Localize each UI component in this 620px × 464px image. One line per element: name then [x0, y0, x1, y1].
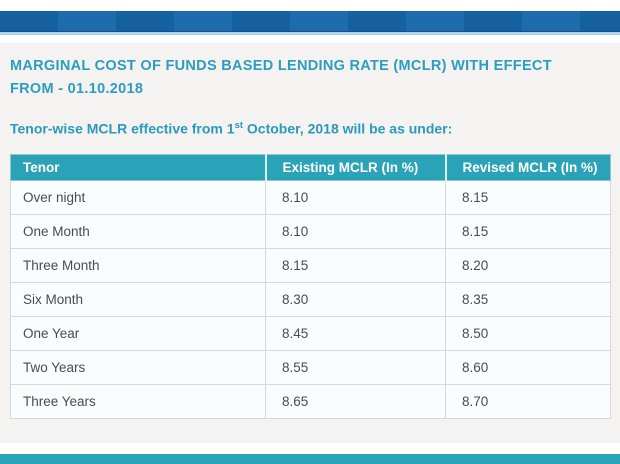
header-cell-existing-mclr: Existing MCLR (In %)	[264, 153, 446, 181]
existing-mclr-cell: 8.30	[265, 281, 446, 317]
table-row: One Month 8.10 8.15	[10, 213, 611, 249]
existing-mclr-cell: 8.15	[265, 247, 446, 283]
tenor-cell: Three Years	[10, 383, 266, 419]
tenor-cell: Two Years	[10, 349, 266, 385]
table-header-row: Tenor Existing MCLR (In %) Revised MCLR …	[10, 153, 611, 181]
revised-mclr-cell: 8.70	[445, 383, 611, 419]
tenor-cell: One Month	[10, 213, 266, 249]
below-content-gap	[0, 443, 620, 454]
subtitle-ordinal-superscript: st	[234, 120, 244, 131]
existing-mclr-cell: 8.55	[265, 349, 446, 385]
header-cell-tenor: Tenor	[10, 153, 266, 181]
table-row: Three Month 8.15 8.20	[10, 247, 611, 283]
navbar-gap	[0, 35, 620, 43]
page-title-line1: MARGINAL COST OF FUNDS BASED LENDING RAT…	[10, 58, 552, 74]
footer-bar	[0, 454, 620, 464]
effective-date-subtitle: Tenor-wise MCLR effective from 1st Octob…	[10, 116, 610, 139]
table-row: Three Years 8.65 8.70	[10, 383, 611, 419]
page-title: MARGINAL COST OF FUNDS BASED LENDING RAT…	[10, 55, 610, 101]
tenor-cell: One Year	[10, 315, 266, 351]
existing-mclr-cell: 8.10	[265, 179, 446, 215]
table-row: Over night 8.10 8.15	[10, 179, 611, 215]
revised-mclr-cell: 8.35	[445, 281, 611, 317]
tenor-cell: Over night	[10, 179, 266, 215]
subtitle-suffix: October, 2018 will be as under:	[243, 120, 453, 137]
top-margin	[0, 0, 620, 11]
revised-mclr-cell: 8.15	[445, 213, 611, 249]
tenor-cell: Three Month	[10, 247, 266, 283]
revised-mclr-cell: 8.50	[445, 315, 611, 351]
navbar-divider-line	[0, 32, 620, 35]
revised-mclr-cell: 8.15	[445, 179, 611, 215]
mclr-rates-table: Tenor Existing MCLR (In %) Revised MCLR …	[10, 153, 611, 419]
existing-mclr-cell: 8.45	[265, 315, 446, 351]
table-row: One Year 8.45 8.50	[10, 315, 611, 351]
page-title-line2: FROM - 01.10.2018	[10, 81, 144, 97]
table-row: Two Years 8.55 8.60	[10, 349, 611, 385]
revised-mclr-cell: 8.20	[445, 247, 611, 283]
revised-mclr-cell: 8.60	[445, 349, 611, 385]
header-cell-revised-mclr: Revised MCLR (In %)	[444, 153, 611, 181]
content-area: MARGINAL COST OF FUNDS BASED LENDING RAT…	[0, 43, 620, 443]
existing-mclr-cell: 8.10	[265, 213, 446, 249]
tenor-cell: Six Month	[10, 281, 266, 317]
top-navbar	[0, 11, 620, 32]
existing-mclr-cell: 8.65	[265, 383, 446, 419]
table-row: Six Month 8.30 8.35	[10, 281, 611, 317]
subtitle-prefix: Tenor-wise MCLR effective from 1	[10, 120, 235, 137]
